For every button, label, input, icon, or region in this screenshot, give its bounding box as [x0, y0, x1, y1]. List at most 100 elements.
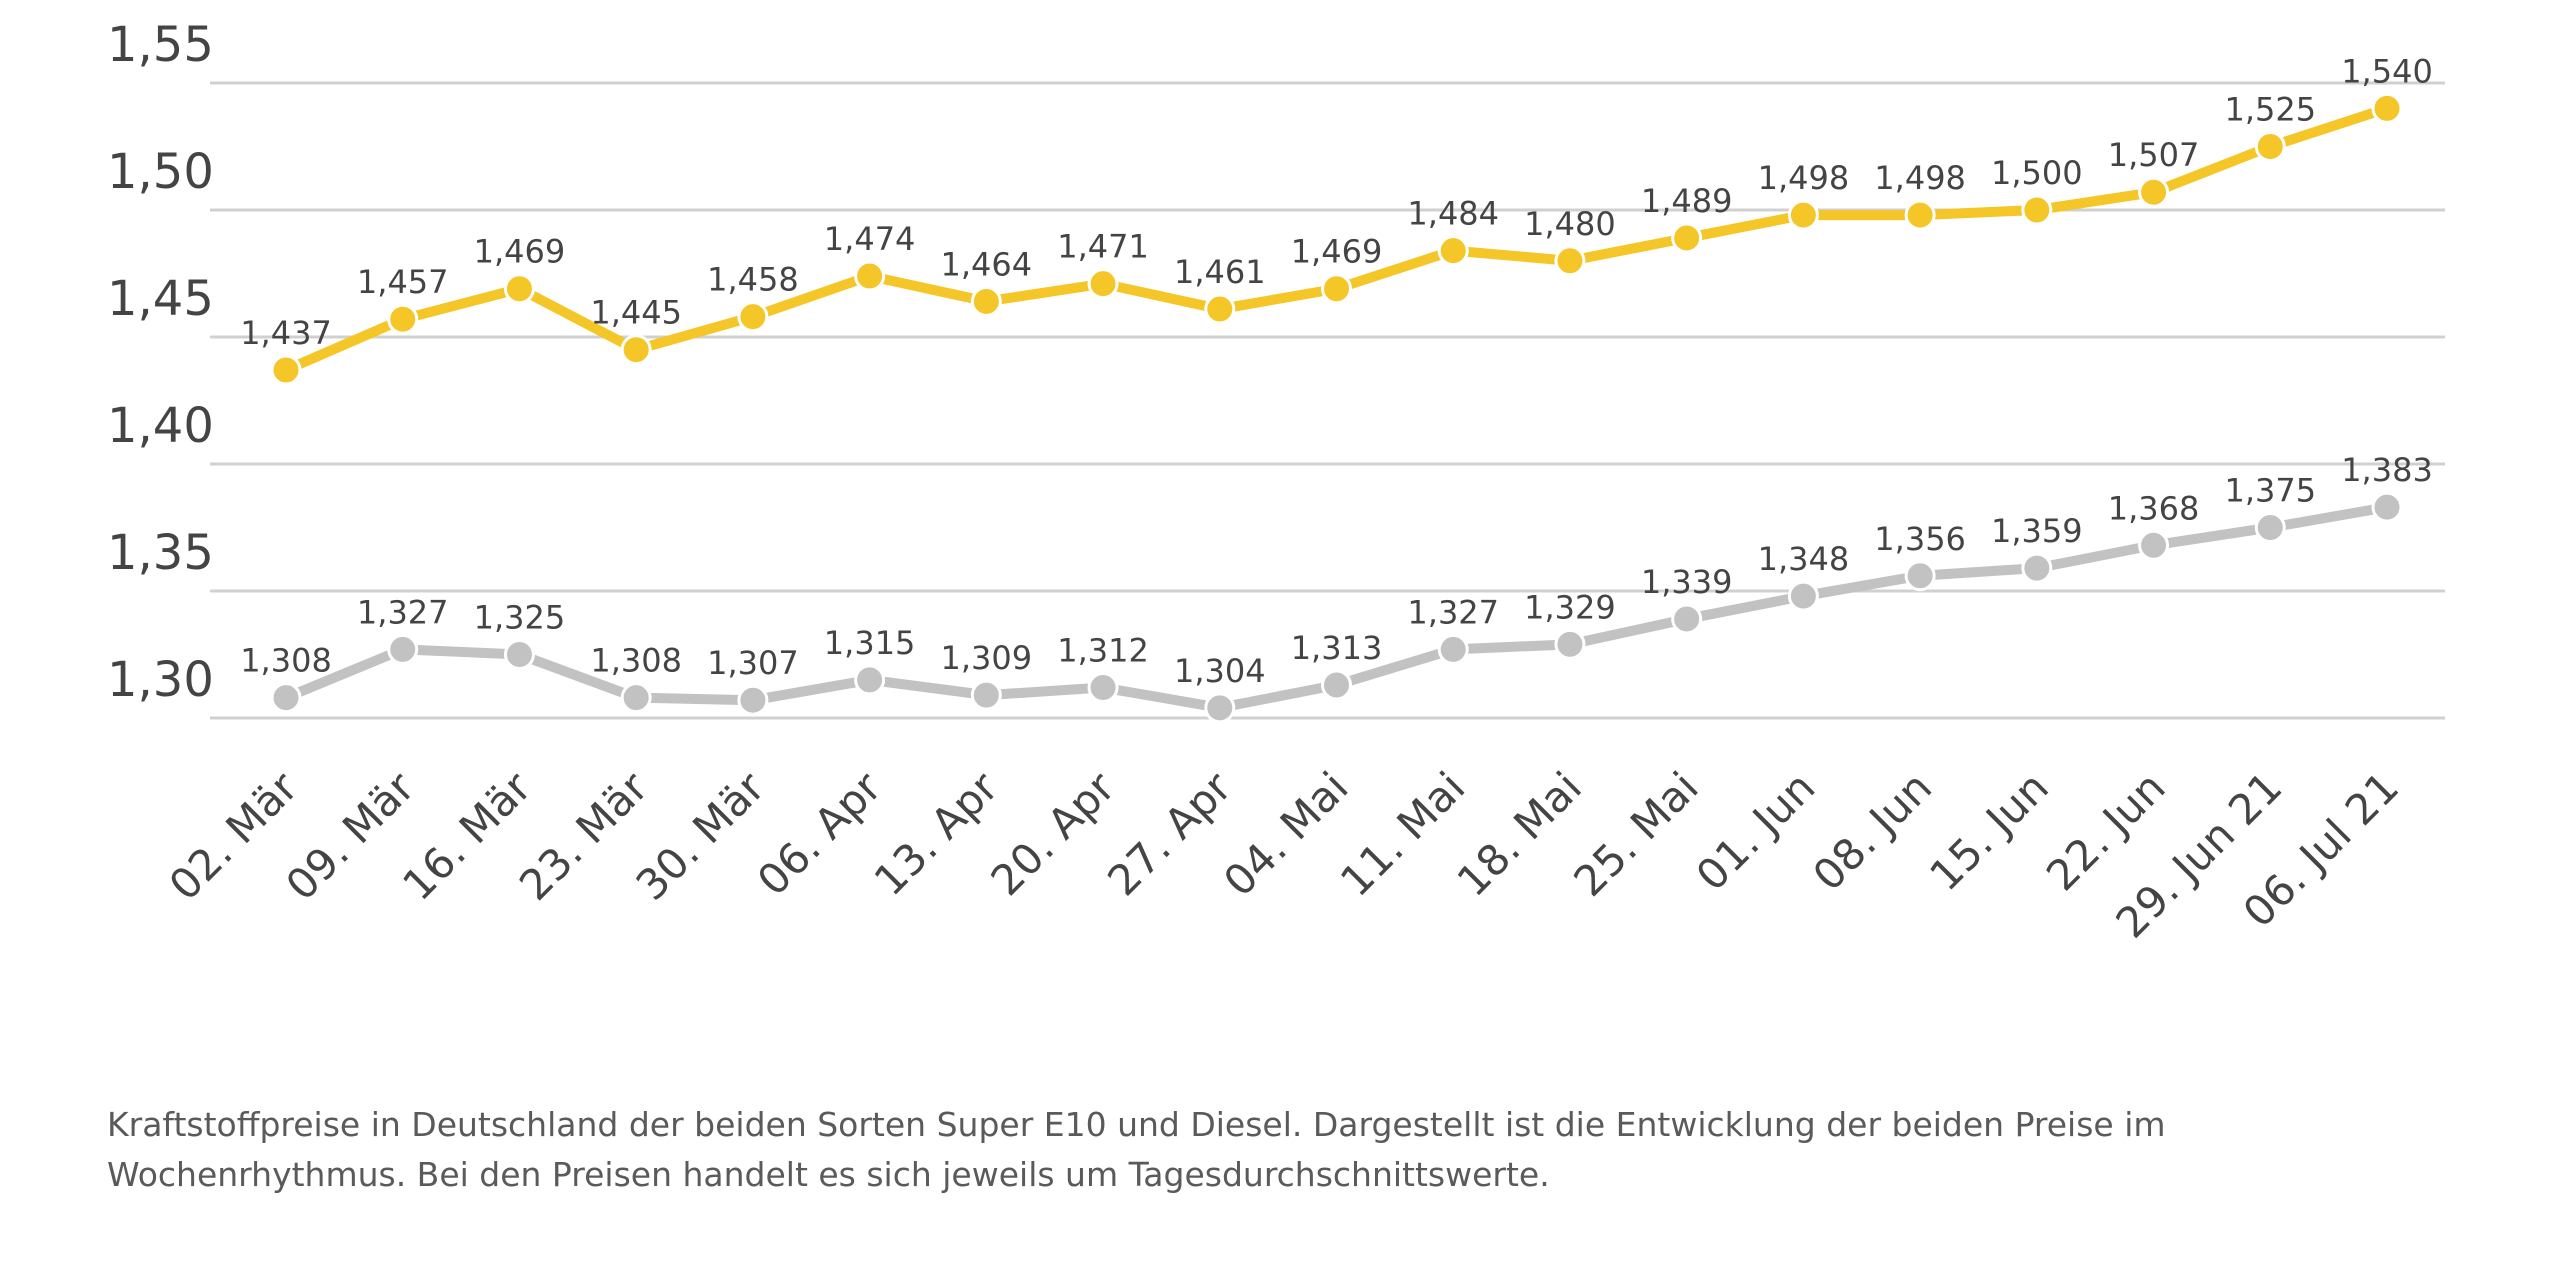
x-tick-label: 08. Jun [1803, 762, 1941, 900]
data-label: 1,359 [1991, 512, 2083, 550]
data-label: 1,469 [1291, 233, 1383, 271]
x-tick-label: 01. Jun [1687, 762, 1825, 900]
data-point [620, 682, 652, 714]
data-label: 1,461 [1174, 253, 1266, 291]
data-label: 1,313 [1291, 629, 1383, 667]
data-point [503, 273, 535, 305]
y-tick-label: 1,30 [107, 652, 214, 708]
data-label: 1,484 [1407, 195, 1499, 233]
x-tick-label: 15. Jun [1920, 762, 2058, 900]
x-tick-label: 11. Mai [1331, 762, 1474, 905]
data-label: 1,457 [357, 263, 449, 301]
x-tick-label: 09. Mär [276, 762, 424, 910]
data-label: 1,498 [1874, 159, 1966, 197]
data-point [2138, 176, 2170, 208]
data-point [2371, 92, 2403, 124]
data-label: 1,464 [941, 245, 1033, 283]
x-tick-label: 18. Mai [1448, 762, 1591, 905]
data-label: 1,304 [1174, 652, 1266, 690]
data-point [1437, 633, 1469, 665]
data-point [1671, 222, 1703, 254]
data-point [1321, 273, 1352, 305]
data-label: 1,327 [1407, 593, 1499, 631]
data-label: 1,474 [824, 220, 916, 258]
data-point [1321, 669, 1352, 701]
data-point [854, 260, 886, 292]
data-point [2021, 194, 2053, 226]
x-tick-label: 16. Mär [393, 762, 541, 910]
data-point [620, 334, 652, 366]
data-point [1787, 580, 1819, 612]
y-tick-label: 1,50 [107, 144, 214, 200]
data-label: 1,469 [474, 233, 566, 271]
data-label: 1,500 [1991, 154, 2083, 192]
data-point [1204, 293, 1236, 325]
data-point [737, 301, 769, 333]
x-tick-label: 04. Mai [1214, 762, 1357, 905]
x-tick-label: 06. Apr [748, 762, 891, 905]
data-label: 1,315 [824, 624, 916, 662]
y-tick-label: 1,35 [107, 525, 214, 581]
x-tick-label: 13. Apr [865, 762, 1008, 905]
data-point [970, 285, 1002, 317]
data-point [503, 639, 535, 670]
x-tick-label: 02. Mär [160, 762, 308, 910]
data-point [2371, 491, 2403, 523]
data-label: 1,471 [1057, 228, 1149, 266]
data-label: 1,375 [2224, 472, 2316, 510]
data-label: 1,308 [590, 642, 682, 680]
data-label: 1,348 [1758, 540, 1850, 578]
data-point [1554, 245, 1586, 277]
data-label: 1,325 [474, 599, 566, 637]
x-tick-label: 25. Mai [1564, 762, 1707, 905]
data-label: 1,307 [707, 644, 799, 682]
data-point [2138, 529, 2170, 561]
data-point [1087, 268, 1119, 300]
data-point [1671, 603, 1703, 635]
data-point [2254, 512, 2286, 543]
data-label: 1,368 [2108, 489, 2200, 527]
data-label: 1,525 [2224, 91, 2316, 129]
data-point [1904, 199, 1936, 231]
data-label: 1,445 [590, 294, 682, 332]
data-point [1204, 692, 1236, 724]
data-label: 1,480 [1524, 205, 1616, 243]
data-point [854, 664, 886, 696]
data-label: 1,309 [941, 639, 1033, 677]
y-tick-label: 1,45 [107, 271, 214, 327]
x-tick-label: 20. Apr [981, 762, 1124, 905]
data-label: 1,329 [1524, 588, 1616, 626]
x-tick-label: 30. Mär [627, 762, 775, 910]
data-point [1554, 628, 1586, 660]
x-tick-label: 23. Mär [510, 762, 658, 910]
data-point [2254, 131, 2286, 162]
data-label: 1,489 [1641, 182, 1733, 220]
data-point [737, 684, 769, 716]
data-point [1437, 235, 1469, 267]
data-label: 1,437 [240, 314, 332, 352]
chart-caption: Kraftstoffpreise in Deutschland der beid… [107, 1105, 2166, 1194]
data-point [970, 679, 1002, 711]
data-label: 1,356 [1874, 520, 1966, 558]
data-label: 1,312 [1057, 632, 1149, 670]
data-label: 1,383 [2341, 451, 2433, 489]
data-point [387, 633, 419, 665]
data-point [270, 354, 302, 386]
data-point [1787, 199, 1819, 231]
data-label: 1,308 [240, 642, 332, 680]
data-label: 1,327 [357, 593, 449, 631]
data-label: 1,507 [2108, 136, 2200, 174]
data-point [270, 682, 302, 714]
y-tick-label: 1,55 [107, 17, 214, 73]
data-label: 1,498 [1758, 159, 1850, 197]
data-label: 1,458 [707, 261, 799, 299]
y-tick-label: 1,40 [107, 398, 214, 454]
data-label: 1,339 [1641, 563, 1733, 601]
data-point [2021, 552, 2053, 584]
data-label: 1,540 [2341, 52, 2433, 90]
x-tick-label: 27. Apr [1098, 762, 1241, 905]
data-point [1087, 672, 1119, 704]
data-point [387, 303, 419, 335]
data-point [1904, 560, 1936, 592]
